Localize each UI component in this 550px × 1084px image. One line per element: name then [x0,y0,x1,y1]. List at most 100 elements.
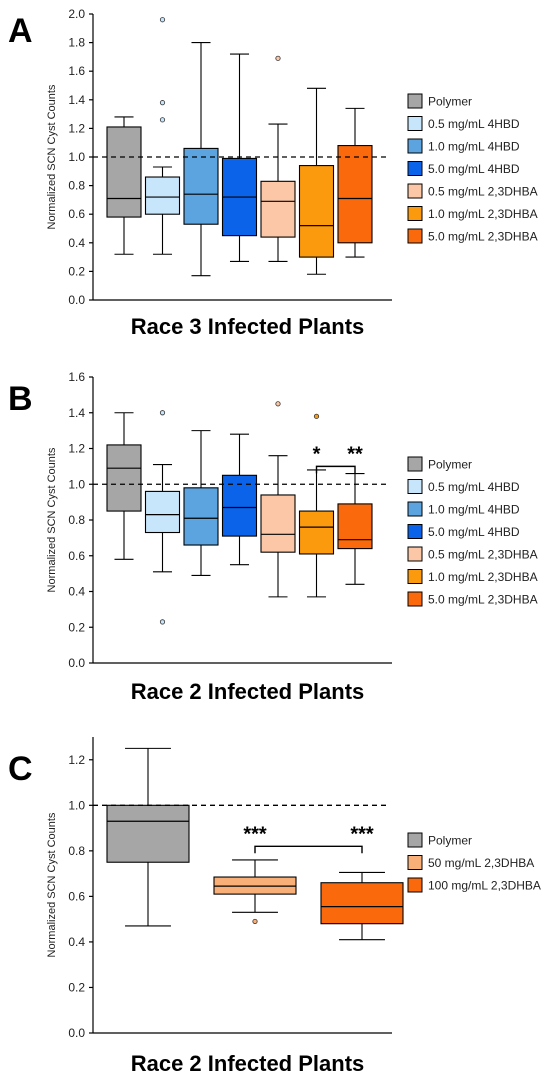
y-tick-label: 0.6 [68,207,85,221]
outlier-point [275,401,281,407]
box-iqr [144,490,181,534]
chart-title: Race 2 Infected Plants [131,1051,365,1076]
box-1 [106,412,142,560]
legend-swatch [407,456,423,472]
y-tick-label: 0.2 [68,980,85,994]
y-tick-label: 0.2 [68,264,85,278]
legend-swatch [407,877,423,893]
legend-label: 5.0 mg/mL 2,3DHBA [428,593,538,607]
box-iqr [144,176,181,215]
box-iqr [183,487,219,546]
y-axis-label: Normalized SCN Cyst Counts [46,84,58,229]
y-tick-label: 0.4 [68,585,85,599]
legend-label: 0.5 mg/mL 4HBD [428,480,520,494]
box-3 [183,430,219,576]
box-4 [221,53,258,262]
outlier-point [159,17,166,23]
outlier-point [159,117,166,123]
legend-label: Polymer [428,834,472,848]
legend-swatch [407,206,423,221]
panel-letter: A [8,12,33,50]
box-1 [106,116,142,255]
box-iqr [106,444,142,512]
box-6 [298,87,335,275]
box-iqr [106,126,142,218]
significance-bracket [254,845,363,854]
box-3 [183,42,219,277]
y-tick-label: 0.0 [68,656,85,670]
outlier-point [159,410,166,416]
legend-label: Polymer [428,458,472,472]
significance-label: * [313,443,321,465]
chart-panel-c: C 0.0 0.2 0.4 0.6 0.8 1.0 1.2 Normalized SCN Cys… [8,737,541,1076]
y-tick-label: 0.6 [68,549,85,563]
outlier-point [275,55,281,61]
y-tick-label: 0.2 [68,620,85,634]
legend-label: 5.0 mg/mL 4HBD [428,525,520,539]
legend-swatch [407,116,423,131]
legend-swatch [407,161,423,176]
significance-bracket [315,465,356,474]
y-tick-label: 0.0 [68,1026,85,1040]
legend-label: 5.0 mg/mL 2,3DHBA [428,230,538,244]
legend-label: 50 mg/mL 2,3DHBA [428,856,534,870]
box-iqr [260,180,296,238]
box-5 [260,401,296,598]
y-tick-label: 1.6 [68,64,85,78]
legend-swatch [407,228,423,244]
y-tick-label: 0.0 [68,293,85,307]
outlier-point [159,100,166,106]
y-tick-label: 0.4 [68,935,85,949]
legend-label: 5.0 mg/mL 4HBD [428,162,520,176]
box-2 [144,410,181,625]
y-tick-label: 0.8 [68,179,85,193]
legend-label: 0.5 mg/mL 2,3DHBA [428,548,538,562]
legend-label: 1.0 mg/mL 4HBD [428,503,520,517]
legend-swatch [407,832,423,848]
y-tick-label: 0.8 [68,513,85,527]
y-tick-label: 1.4 [68,406,85,420]
legend-swatch [407,501,423,517]
legend-label: 1.0 mg/mL 2,3DHBA [428,570,538,584]
chart-panel-a: A 0.0 0.2 0.4 0.6 0.8 1.0 1.2 1.4 1.6 1.8 2.0 Normal… [8,7,538,339]
significance-label: ** [347,443,363,465]
panel-letter: C [8,750,33,788]
outlier-point [159,619,166,625]
legend-swatch [407,138,423,154]
box-iqr [106,804,190,863]
y-tick-label: 2.0 [68,7,85,21]
box-7 [337,472,373,585]
box-iqr [260,494,296,553]
outlier-point [252,918,258,925]
box-6 [298,413,335,598]
legend-swatch [407,183,423,199]
legend-label: 0.5 mg/mL 4HBD [428,117,520,131]
y-axis-label: Normalized SCN Cyst Counts [46,447,58,592]
y-tick-label: 1.2 [68,753,85,767]
box-7 [337,107,373,258]
box-1 [106,747,190,927]
y-tick-label: 1.0 [68,150,85,164]
outlier-point [313,413,320,419]
legend-swatch [407,569,423,584]
significance-label: *** [243,823,267,845]
y-axis-label: Normalized SCN Cyst Counts [46,812,58,957]
legend-swatch [407,546,423,562]
legend-label: 100 mg/mL 2,3DHBA [428,879,541,893]
legend: Polymer 50 mg/mL 2,3DHBA 100 mg/mL 2,3DHBA [407,832,541,893]
box-iqr [221,474,258,537]
panel-letter: B [8,380,33,418]
legend-swatch [407,93,423,109]
y-tick-label: 1.2 [68,442,85,456]
legend-swatch [407,591,423,607]
significance-label: *** [350,823,374,845]
legend-label: 1.0 mg/mL 2,3DHBA [428,207,538,221]
y-tick-label: 1.0 [68,798,85,812]
box-2 [144,17,181,255]
legend-label: Polymer [428,95,472,109]
box-5 [260,55,296,262]
legend-swatch [407,855,423,870]
y-tick-label: 1.4 [68,93,85,107]
chart-title: Race 3 Infected Plants [131,314,365,339]
